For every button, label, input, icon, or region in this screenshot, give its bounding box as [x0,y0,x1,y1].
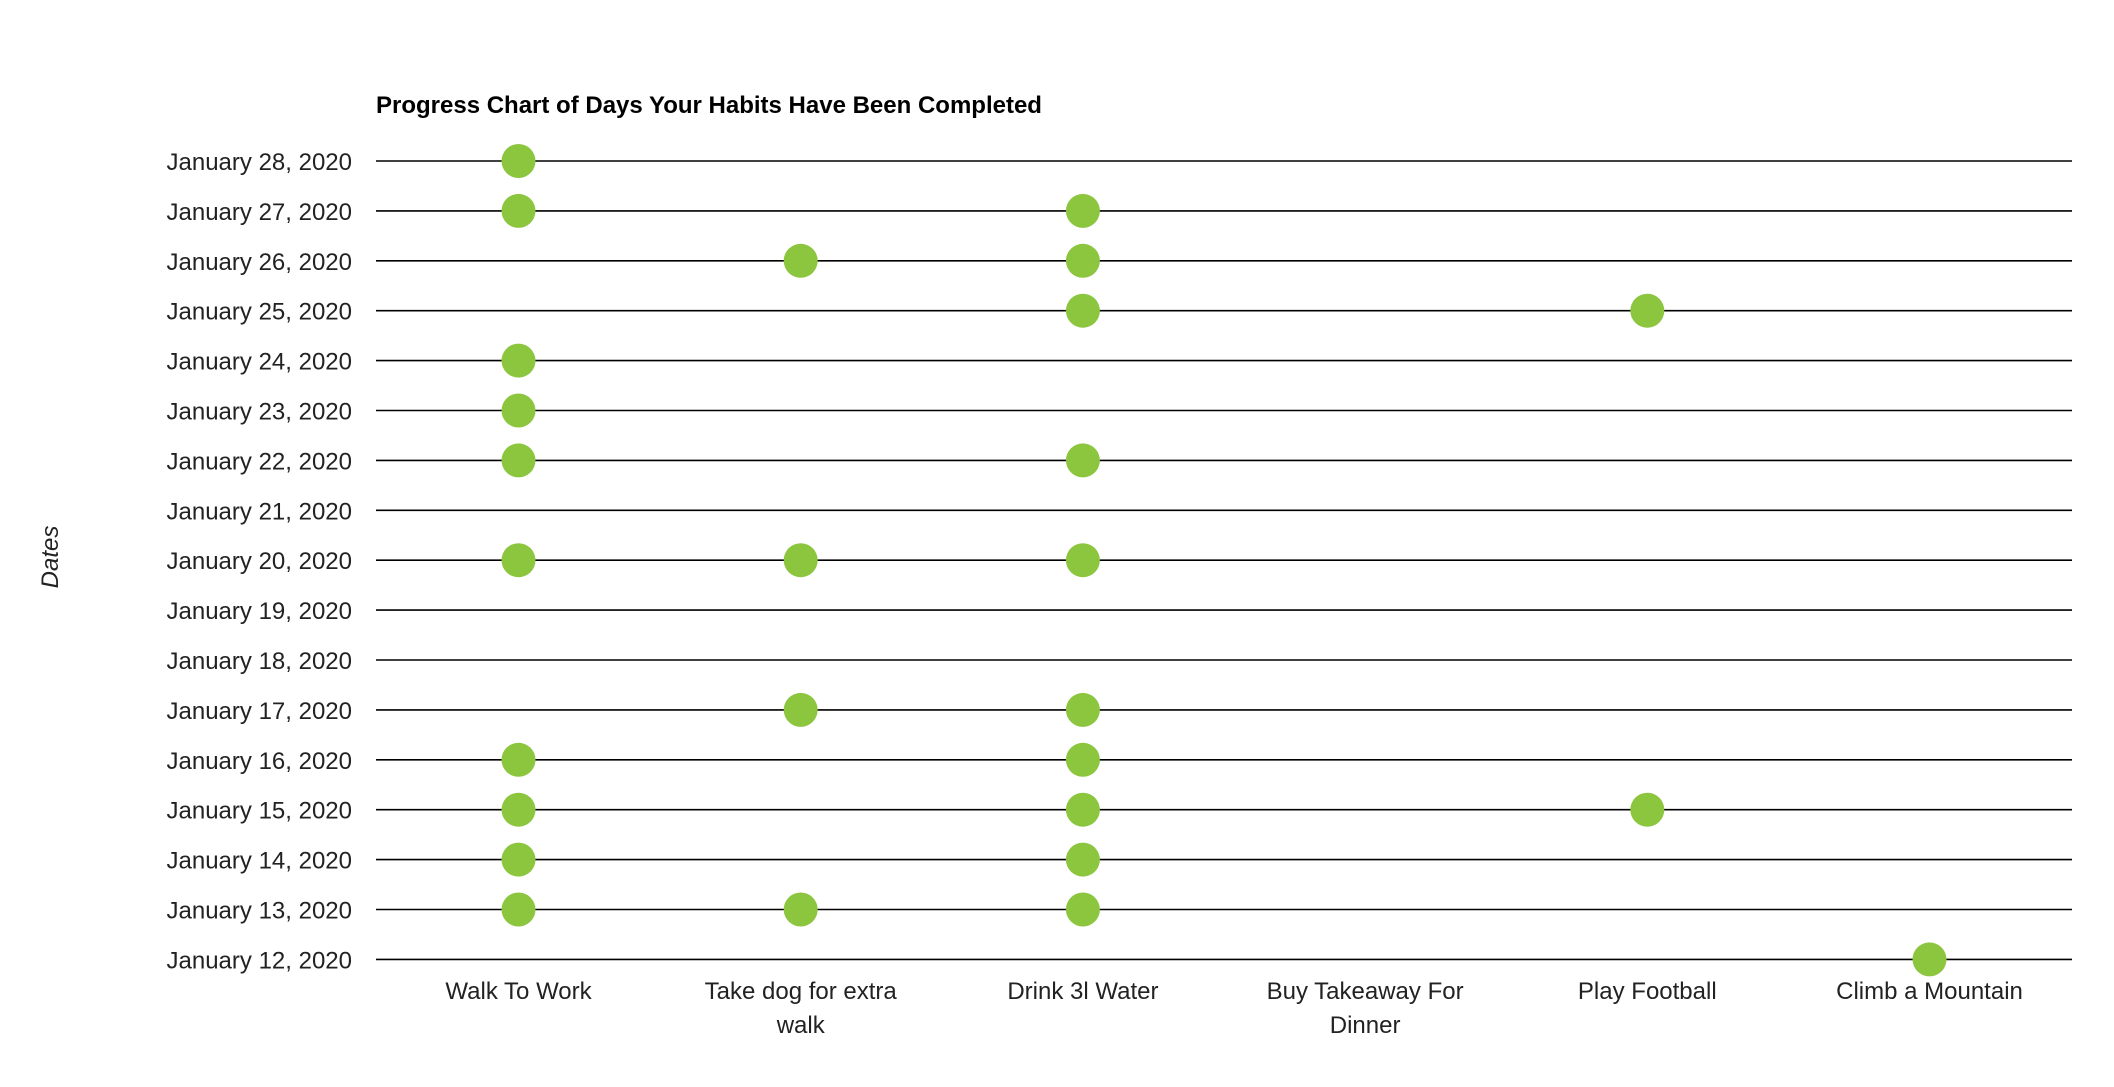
y-tick-label: January 15, 2020 [167,798,352,825]
chart-title: Progress Chart of Days Your Habits Have … [376,92,1042,119]
data-point [501,144,536,178]
data-point [783,543,818,578]
data-point [1065,842,1100,877]
data-point [1065,692,1100,727]
data-point [501,742,536,777]
data-point [783,892,818,927]
gridlines [376,160,2072,961]
data-point [501,892,536,927]
y-tick-label: January 25, 2020 [167,299,352,326]
data-point [1065,293,1100,328]
data-point [783,243,818,278]
data-point [1065,243,1100,278]
x-tick-label: Walk To Work [445,978,592,1005]
y-tick-labels: January 28, 2020 January 27, 2020 January … [167,149,352,974]
x-tick-label: Take dog for extra walk [705,978,898,1039]
x-tick-label: Buy Takeaway For Dinner [1267,978,1464,1039]
y-tick-label: January 12, 2020 [167,947,352,974]
data-point [501,792,536,827]
y-tick-label: January 27, 2020 [167,199,352,226]
data-point [501,842,536,877]
y-tick-label: January 19, 2020 [167,598,352,625]
y-tick-label: January 22, 2020 [167,448,352,475]
data-point [783,692,818,727]
data-point [501,443,536,478]
y-tick-label: January 14, 2020 [167,848,352,875]
data-point [1630,792,1665,827]
data-point [1065,193,1100,228]
x-tick-label: Play Football [1578,978,1717,1005]
y-tick-label: January 21, 2020 [167,498,352,525]
data-point [1065,892,1100,927]
y-tick-label: January 23, 2020 [167,399,352,426]
y-tick-label: January 13, 2020 [167,898,352,925]
data-point [501,543,536,578]
x-tick-label: Climb a Mountain [1836,978,2023,1005]
x-tick-labels: Walk To Work Take dog for extra walk Drink … [445,978,2023,1039]
y-tick-label: January 16, 2020 [167,748,352,775]
y-tick-label: January 26, 2020 [167,249,352,276]
data-point [1065,443,1100,478]
data-point [501,393,536,428]
y-axis-label: Dates [37,526,64,589]
data-point [1912,942,1947,977]
data-points [501,144,1947,977]
data-point [1065,742,1100,777]
data-point [1630,293,1665,328]
data-point [1065,792,1100,827]
x-tick-label: Drink 3l Water [1007,978,1158,1005]
y-tick-label: January 24, 2020 [167,349,352,376]
y-tick-label: January 20, 2020 [167,548,352,575]
y-tick-label: January 17, 2020 [167,698,352,725]
y-tick-label: January 18, 2020 [167,648,352,675]
data-point [501,193,536,228]
data-point [501,343,536,378]
data-point [1065,543,1100,578]
y-tick-label: January 28, 2020 [167,149,352,176]
